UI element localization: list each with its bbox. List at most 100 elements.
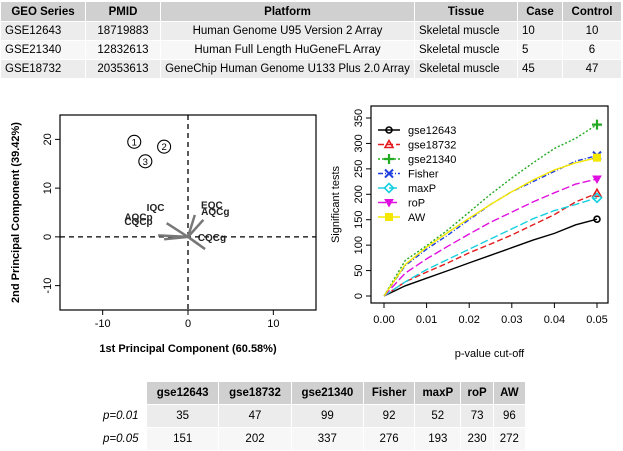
geo-series-table: GEO Series PMID Platform Tissue Case Con… bbox=[0, 1, 622, 79]
cell-value: 47 bbox=[218, 404, 292, 428]
x-tick-label: 0.01 bbox=[416, 314, 437, 326]
col-header-case: Case bbox=[517, 1, 563, 22]
x-axis-title: 1st Principal Component (60.58%) bbox=[99, 343, 277, 355]
loading-arrow bbox=[186, 214, 197, 238]
results-header-row: gse12643 gse18732 gse21340 Fisher maxP r… bbox=[99, 381, 527, 405]
cell-value: 52 bbox=[414, 404, 462, 428]
y-tick-label: 20 bbox=[42, 133, 54, 145]
series-line-gse21340 bbox=[383, 124, 598, 297]
legend-marker bbox=[383, 138, 395, 149]
variable-label: AQCg bbox=[201, 207, 229, 218]
cell-tissue: Skeletal muscle bbox=[414, 21, 518, 41]
legend-marker bbox=[385, 126, 393, 134]
cell-value: 151 bbox=[145, 427, 220, 451]
cell-geo-series: GSE21340 bbox=[0, 40, 86, 60]
y-tick-label: 150 bbox=[353, 211, 365, 229]
legend-label: gse18732 bbox=[408, 140, 456, 152]
cell-tissue: Skeletal muscle bbox=[414, 40, 518, 60]
loading-arrow bbox=[187, 235, 199, 246]
legend-marker bbox=[384, 154, 394, 164]
table-row: p=0.05 151 202 337 276 193 230 272 bbox=[99, 427, 527, 451]
cell-value: 193 bbox=[414, 427, 462, 451]
legend-label: maxP bbox=[408, 183, 436, 195]
y-axis-title: Significant tests bbox=[330, 165, 342, 243]
cell-case: 45 bbox=[517, 59, 563, 79]
legend-label: gse12643 bbox=[408, 125, 456, 137]
cell-pmid: 20353613 bbox=[85, 59, 161, 79]
results-table: gse12643 gse18732 gse21340 Fisher maxP r… bbox=[99, 381, 527, 451]
y-tick-label: 0 bbox=[353, 293, 365, 299]
sample-point bbox=[127, 134, 142, 149]
sample-point-label: 3 bbox=[143, 157, 148, 168]
x-tick-label: 0 bbox=[185, 318, 191, 330]
legend-marker bbox=[385, 213, 393, 221]
legend-label: AW bbox=[408, 212, 426, 224]
row-label: p=0.05 bbox=[99, 427, 147, 451]
sample-point-label: 1 bbox=[132, 137, 137, 148]
x-tick-label: 0.00 bbox=[373, 314, 394, 326]
legend-label: gse21340 bbox=[408, 154, 456, 166]
series-endpoint-aw bbox=[593, 153, 601, 162]
cell-value: 230 bbox=[460, 427, 494, 451]
col-header-gse21340: gse21340 bbox=[290, 381, 365, 405]
sample-point bbox=[138, 154, 153, 169]
col-header-aw: AW bbox=[492, 381, 527, 405]
cell-platform: Human Full Length HuGeneFL Array bbox=[160, 40, 415, 60]
x-axis-title: p-value cut-off bbox=[455, 348, 525, 360]
series-line-maxp bbox=[383, 197, 598, 297]
cell-value: 96 bbox=[492, 404, 527, 428]
col-header-geo-series: GEO Series bbox=[0, 1, 86, 22]
col-header-fisher: Fisher bbox=[363, 381, 416, 405]
legend-marker bbox=[383, 182, 395, 194]
series-line-rop bbox=[383, 178, 598, 297]
y-tick-label: 300 bbox=[353, 134, 365, 152]
cell-value: 35 bbox=[145, 404, 220, 428]
y-tick-label: 350 bbox=[353, 109, 365, 127]
series-endpoint-maxp bbox=[591, 192, 603, 204]
loading-arrow bbox=[187, 218, 205, 238]
y-tick-label: 200 bbox=[353, 185, 365, 203]
cell-case: 10 bbox=[517, 21, 563, 41]
col-header-platform: Platform bbox=[160, 1, 415, 22]
cell-value: 276 bbox=[363, 427, 416, 451]
series-endpoint-gse12643 bbox=[593, 215, 601, 224]
cell-geo-series: GSE18732 bbox=[0, 59, 86, 79]
plot-frame bbox=[370, 105, 609, 304]
col-header-control: Control bbox=[562, 1, 622, 22]
y-tick-label: 10 bbox=[42, 182, 54, 194]
col-header-maxp: maxP bbox=[414, 381, 462, 405]
legend-marker bbox=[384, 168, 394, 179]
legend-marker bbox=[384, 199, 394, 208]
x-tick-label: 0.04 bbox=[544, 314, 565, 326]
cell-value: 99 bbox=[290, 404, 365, 428]
table-row: GSE18732 20353613 GeneChip Human Genome … bbox=[0, 59, 622, 79]
legend-label: roP bbox=[408, 198, 425, 210]
sample-point-label: 2 bbox=[161, 142, 166, 153]
x-tick-label: 10 bbox=[267, 318, 279, 330]
x-tick-label: -10 bbox=[95, 318, 111, 330]
col-header-gse18732: gse18732 bbox=[218, 381, 292, 405]
y-tick-label: 50 bbox=[353, 264, 365, 276]
cell-value: 73 bbox=[460, 404, 494, 428]
cell-platform: GeneChip Human Genome U133 Plus 2.0 Arra… bbox=[160, 59, 415, 79]
cell-value: 92 bbox=[363, 404, 416, 428]
cell-platform: Human Genome U95 Version 2 Array bbox=[160, 21, 415, 41]
cell-geo-series: GSE12643 bbox=[0, 21, 86, 41]
y-tick-label: -10 bbox=[42, 278, 54, 294]
loading-arrow bbox=[163, 235, 189, 241]
cell-pmid: 12832613 bbox=[85, 40, 161, 60]
row-label: p=0.01 bbox=[99, 404, 147, 428]
x-tick-label: 0.03 bbox=[501, 314, 522, 326]
y-tick-label: 0 bbox=[42, 234, 54, 240]
cell-value: 337 bbox=[290, 427, 365, 451]
series-endpoint-gse21340 bbox=[592, 119, 602, 130]
table-row: p=0.01 35 47 99 92 52 73 96 bbox=[99, 404, 527, 428]
series-line-gse12643 bbox=[383, 218, 598, 297]
col-header-pmid: PMID bbox=[85, 1, 161, 22]
x-tick-label: 0.05 bbox=[586, 314, 607, 326]
y-tick-label: 100 bbox=[353, 236, 365, 254]
cell-case: 5 bbox=[517, 40, 563, 60]
series-line-aw bbox=[383, 157, 598, 297]
